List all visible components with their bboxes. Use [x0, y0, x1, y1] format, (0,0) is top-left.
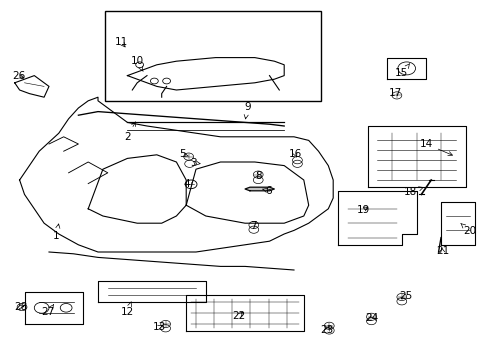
Text: 9: 9: [244, 102, 251, 119]
Polygon shape: [245, 187, 274, 191]
Text: 25: 25: [399, 291, 413, 301]
Text: 10: 10: [131, 56, 144, 71]
Text: 12: 12: [121, 302, 134, 318]
Text: 22: 22: [232, 311, 246, 321]
Text: 13: 13: [152, 322, 166, 332]
Text: 28: 28: [14, 302, 27, 312]
Text: 16: 16: [289, 149, 302, 159]
Text: 3: 3: [190, 158, 200, 168]
Text: 8: 8: [255, 171, 262, 181]
Text: 14: 14: [419, 139, 452, 156]
Text: 24: 24: [365, 312, 378, 323]
Text: 15: 15: [395, 63, 410, 78]
Text: 18: 18: [404, 186, 423, 197]
Text: 4: 4: [184, 179, 191, 189]
Text: 5: 5: [179, 149, 188, 159]
FancyBboxPatch shape: [105, 11, 321, 101]
Text: 2: 2: [124, 122, 136, 142]
Text: 17: 17: [389, 88, 403, 98]
Text: 1: 1: [53, 224, 60, 241]
Text: 19: 19: [357, 204, 370, 215]
Text: 27: 27: [41, 305, 55, 318]
Text: 6: 6: [263, 186, 272, 196]
Text: 21: 21: [436, 246, 449, 256]
Text: 26: 26: [12, 71, 25, 81]
Text: 23: 23: [320, 325, 334, 336]
Text: 20: 20: [461, 223, 476, 236]
Text: 7: 7: [250, 221, 257, 231]
Text: 11: 11: [115, 37, 128, 48]
